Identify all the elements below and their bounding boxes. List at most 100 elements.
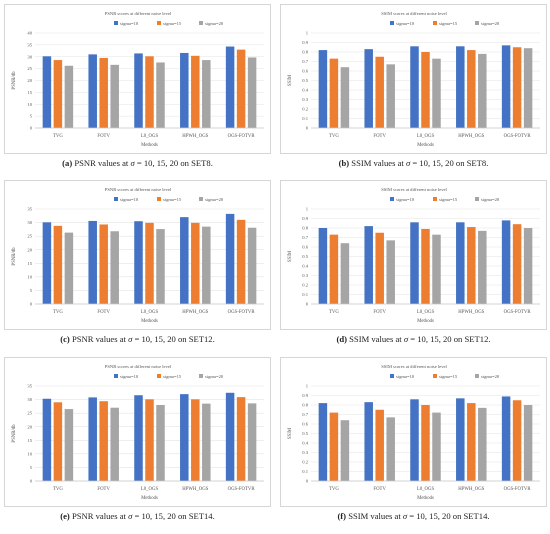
bar [88,220,97,304]
ssim-chart-set14: SSIM scores at different noise level sigm… [288,364,540,501]
bar [318,228,328,304]
bar [202,403,211,481]
bar [64,232,74,304]
y-tick-label: 0.2 [302,283,308,288]
y-tick-label: 30 [27,397,32,402]
legend-swatch [390,197,394,201]
y-tick-label: 0.6 [302,69,308,74]
bar [191,399,200,481]
bar [53,402,63,481]
bar [478,407,487,481]
legend-swatch [475,197,479,201]
caption-letter: (e) [60,511,70,521]
legend-label: sigma=15 [439,197,458,202]
caption-text: PSNR values at [71,334,126,344]
bar [110,407,119,481]
x-tick-label: TVG [53,310,63,315]
y-tick-label: 0.1 [302,292,308,297]
bar [64,409,74,481]
y-tick-label: 5 [30,465,33,470]
x-tick-label: L0_OGS [417,487,435,492]
bar [318,403,328,481]
chart-title: PSNR scores at different noise level [105,11,172,16]
bar [202,226,211,304]
chart-title: PSNR scores at different noise level [105,364,172,369]
legend-swatch [199,197,203,201]
bar [456,222,465,304]
bar [340,67,350,128]
figure-caption: (d) SSIM values at σ = 10, 15, 20 on SET… [280,333,547,345]
bar [478,53,487,128]
y-tick-label: 0.9 [302,40,308,45]
chart-frame: SSIM scores at different noise level sigm… [280,4,547,154]
bar [501,396,511,481]
legend-swatch [114,374,118,378]
chart-frame: PSNR scores at different noise level sigm… [4,180,271,330]
legend-label: sigma=10 [120,374,139,379]
y-tick-label: 30 [27,220,32,225]
x-axis-label: Methods [141,143,158,148]
caption-letter: (c) [60,334,70,344]
x-tick-label: TVG [53,487,63,492]
bar [156,229,165,304]
bar [467,50,476,128]
bar [467,403,476,481]
bar [501,220,511,304]
y-tick-label: 0.8 [302,226,308,231]
bar [225,392,235,481]
legend-label: sigma=20 [481,21,500,26]
legend-label: sigma=20 [205,374,224,379]
panel-a: PSNR scores at different noise level sigm… [4,4,271,174]
caption-letter: (f) [337,511,347,521]
bar [145,222,154,304]
y-tick-label: 5 [30,114,33,119]
bar [191,222,200,304]
caption-letter: (b) [338,158,350,168]
x-tick-label: OGS-FOTVR [228,134,256,139]
bar [501,45,511,128]
y-tick-label: 0.7 [302,412,308,417]
panel-d: SSIM scores at different noise level sigm… [280,180,547,350]
caption-math: σ [128,334,133,344]
bar [202,60,211,129]
legend-label: sigma=10 [396,197,415,202]
y-tick-label: 0.8 [302,50,308,55]
bar [110,64,119,128]
legend-label: sigma=10 [120,197,139,202]
x-axis-label: Methods [141,496,158,501]
figure-caption: (c) PSNR values at σ = 10, 15, 20 on SET… [4,333,271,345]
x-tick-label: OGS-FOTVR [228,310,256,315]
legend-swatch [199,21,203,25]
caption-math: σ [128,511,133,521]
bar [156,405,165,481]
caption-math: σ [130,158,135,168]
y-tick-label: 0.9 [302,216,308,221]
legend-label: sigma=15 [163,374,182,379]
bar [134,53,143,128]
legend-swatch [114,197,118,201]
y-tick-label: 0.9 [302,393,308,398]
x-tick-label: OGS-FOTVR [504,310,532,315]
y-axis-label: PSNR/db [12,424,17,443]
chart-title: SSIM scores at different noise level [381,364,447,369]
legend-label: sigma=10 [396,21,415,26]
legend-swatch [157,21,161,25]
y-tick-label: 10 [27,451,32,456]
bar [99,57,108,128]
legend-label: sigma=20 [481,197,500,202]
psnr-chart-set8: PSNR scores at different noise level sigm… [12,11,264,148]
y-tick-label: 1 [306,384,309,389]
psnr-chart-set12: PSNR scores at different noise level sigm… [12,187,264,324]
x-tick-label: L0_OGS [141,310,159,315]
y-axis-label: PSNR/db [12,247,17,266]
legend-label: sigma=20 [481,374,500,379]
x-tick-label: FOTV [373,310,386,315]
caption-text: SSIM values at [348,511,401,521]
y-tick-label: 0 [306,126,309,131]
psnr-chart-set14: PSNR scores at different noise level sigm… [12,364,264,501]
legend-swatch [199,374,203,378]
bar [410,222,419,304]
bar [375,56,384,128]
y-tick-label: 20 [27,78,32,83]
figure-caption: (b) SSIM values at σ = 10, 15, 20 on SET… [280,157,547,169]
